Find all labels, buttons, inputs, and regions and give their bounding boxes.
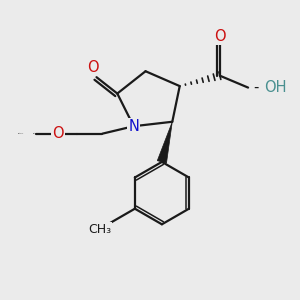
Text: OH: OH <box>264 80 287 95</box>
Text: O: O <box>52 126 64 141</box>
Polygon shape <box>157 122 172 163</box>
Text: O: O <box>87 60 99 75</box>
Text: methoxy: methoxy <box>18 132 24 134</box>
Text: N: N <box>128 119 139 134</box>
Text: -: - <box>254 80 259 95</box>
Text: CH₃: CH₃ <box>88 223 111 236</box>
Text: O: O <box>214 29 226 44</box>
Text: methoxy: methoxy <box>32 133 39 134</box>
